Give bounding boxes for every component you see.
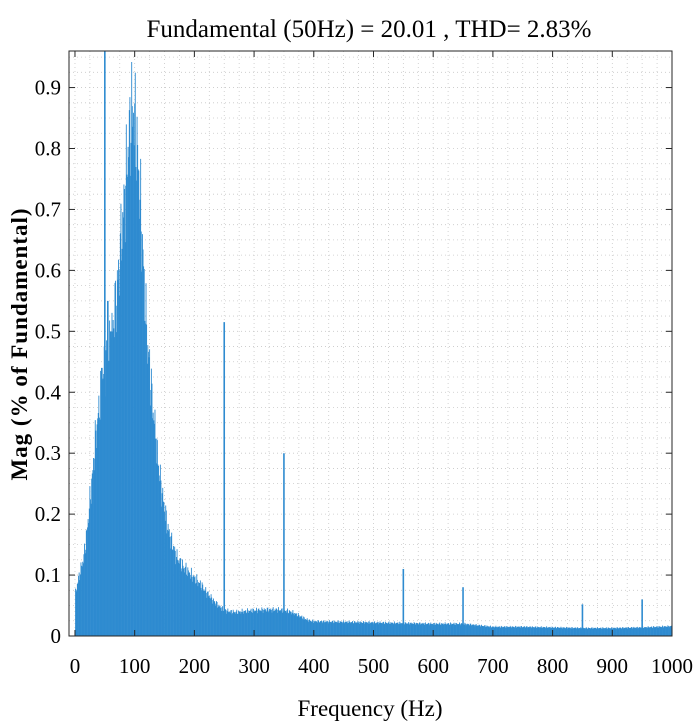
x-tick-label: 500 xyxy=(358,654,390,678)
y-tick-label: 0.7 xyxy=(35,197,61,221)
x-axis-label: Frequency (Hz) xyxy=(298,696,443,721)
y-tick-label: 0 xyxy=(51,624,62,648)
y-tick-label: 0.2 xyxy=(35,502,61,526)
y-tick-label: 0.9 xyxy=(35,76,61,100)
x-tick-label: 300 xyxy=(238,654,270,678)
x-tick-label: 0 xyxy=(70,654,81,678)
x-tick-label: 1000 xyxy=(651,654,693,678)
y-tick-label: 0.3 xyxy=(35,441,61,465)
y-axis-ticks: 0 0.1 0.2 0.3 0.4 0.5 0.6 0.7 0.8 0.9 xyxy=(35,76,672,648)
chart-title: Fundamental (50Hz) = 20.01 , THD= 2.83% xyxy=(146,16,591,43)
x-tick-label: 800 xyxy=(537,654,569,678)
plot-frame xyxy=(68,50,673,637)
harmonic-spikes xyxy=(101,51,643,636)
x-tick-label: 700 xyxy=(477,654,509,678)
x-tick-label: 600 xyxy=(417,654,449,678)
x-tick-label: 900 xyxy=(597,654,629,678)
x-tick-label: 100 xyxy=(119,654,151,678)
y-axis-label: Mag (% of Fundamental) xyxy=(7,207,32,480)
y-tick-label: 0.8 xyxy=(35,137,61,161)
y-tick-label: 0.1 xyxy=(35,563,61,587)
y-tick-label: 0.4 xyxy=(35,380,62,404)
x-tick-label: 200 xyxy=(179,654,211,678)
x-axis-ticks: 0 100 200 300 400 500 600 700 800 900 1000 xyxy=(70,51,693,678)
y-tick-label: 0.5 xyxy=(35,319,61,343)
y-tick-label: 0.6 xyxy=(35,258,61,282)
x-tick-label: 400 xyxy=(298,654,330,678)
